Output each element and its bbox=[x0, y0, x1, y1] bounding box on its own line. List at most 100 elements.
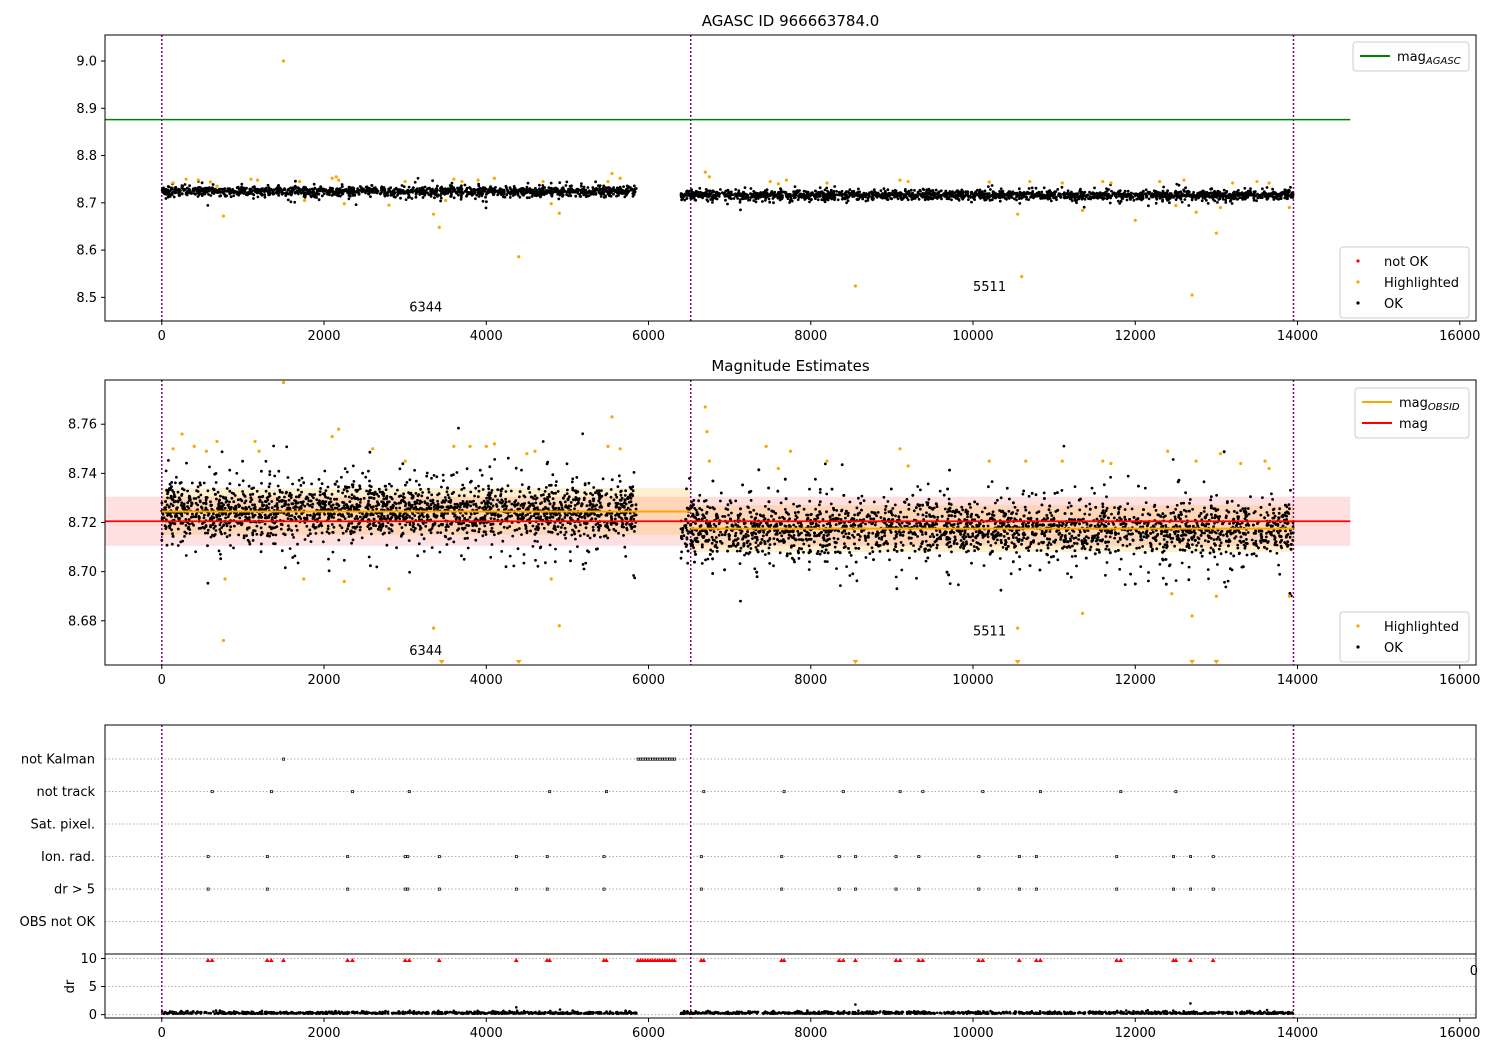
ok-point bbox=[212, 526, 216, 530]
ok-point bbox=[465, 531, 469, 535]
ok-point bbox=[787, 195, 790, 199]
ok-point bbox=[306, 513, 309, 517]
ok-point bbox=[309, 194, 313, 198]
ok-point bbox=[251, 492, 255, 496]
ok-point bbox=[202, 516, 206, 520]
ok-point bbox=[340, 183, 344, 186]
ok-point bbox=[1204, 195, 1208, 199]
ok-point bbox=[922, 188, 926, 192]
ok-point bbox=[1021, 192, 1024, 196]
ok-point bbox=[1007, 193, 1011, 196]
ok-point bbox=[681, 197, 685, 200]
ok-point bbox=[504, 500, 508, 504]
ok-point bbox=[802, 192, 806, 196]
ok-point bbox=[212, 512, 215, 516]
ok-point bbox=[536, 564, 540, 568]
ok-point bbox=[778, 195, 781, 199]
ok-point bbox=[218, 498, 222, 502]
x-tick-label: 8000 bbox=[794, 329, 827, 344]
ok-point bbox=[1055, 198, 1058, 202]
ok-point bbox=[347, 191, 351, 195]
ok-point bbox=[543, 497, 546, 501]
ok-point bbox=[370, 505, 374, 509]
ok-point bbox=[268, 191, 272, 195]
ok-point bbox=[1017, 187, 1021, 191]
ok-point bbox=[453, 190, 457, 193]
ok-point bbox=[429, 528, 432, 532]
ok-point bbox=[1224, 201, 1228, 204]
ok-point bbox=[430, 476, 433, 480]
ok-point bbox=[463, 537, 467, 540]
ok-point bbox=[597, 190, 601, 193]
ok-point bbox=[188, 528, 192, 531]
ok-point bbox=[321, 540, 325, 544]
ok-point bbox=[336, 192, 340, 196]
ok-point bbox=[578, 188, 582, 192]
ok-point bbox=[243, 495, 247, 498]
ok-point bbox=[414, 479, 418, 483]
ok-point bbox=[470, 188, 473, 191]
ok-point bbox=[1007, 190, 1011, 194]
ok-point bbox=[216, 189, 220, 193]
ok-point bbox=[277, 194, 281, 197]
ok-point bbox=[214, 472, 218, 475]
ok-point bbox=[548, 543, 552, 547]
ok-point bbox=[549, 181, 553, 185]
ok-point bbox=[184, 524, 188, 527]
ok-point bbox=[909, 188, 913, 192]
ok-point bbox=[1192, 193, 1195, 197]
ok-point bbox=[1229, 193, 1233, 197]
ok-point bbox=[705, 198, 709, 202]
ok-point bbox=[350, 541, 353, 545]
ok-point bbox=[349, 505, 353, 508]
ok-point bbox=[544, 561, 547, 565]
x-tick-label: 2000 bbox=[307, 329, 340, 344]
highlighted-point bbox=[184, 177, 188, 181]
ok-point bbox=[365, 185, 369, 189]
ok-point bbox=[283, 566, 287, 570]
ok-point bbox=[473, 529, 477, 533]
ok-point bbox=[187, 188, 191, 192]
ok-point bbox=[1246, 195, 1250, 199]
ok-point bbox=[293, 200, 297, 204]
ok-point bbox=[294, 179, 297, 183]
ok-point bbox=[496, 498, 499, 502]
ok-point bbox=[314, 192, 318, 196]
ok-point bbox=[194, 512, 198, 516]
ok-point bbox=[183, 183, 187, 186]
ok-point bbox=[204, 189, 208, 192]
ok-point bbox=[308, 528, 312, 532]
ok-point bbox=[280, 505, 284, 508]
ok-point bbox=[1172, 195, 1176, 199]
ok-point bbox=[587, 194, 591, 198]
ok-point bbox=[845, 190, 848, 193]
ok-point bbox=[1287, 190, 1291, 194]
ok-point bbox=[1183, 198, 1187, 201]
ok-point bbox=[220, 450, 224, 454]
ok-point bbox=[594, 180, 597, 184]
ok-point bbox=[319, 185, 323, 189]
highlighted-point bbox=[1194, 210, 1198, 214]
ok-point bbox=[490, 477, 493, 481]
highlighted-point bbox=[298, 179, 302, 184]
ok-point bbox=[597, 526, 601, 530]
ok-point bbox=[326, 485, 330, 489]
ok-point bbox=[236, 498, 240, 502]
ok-point bbox=[510, 502, 514, 506]
ok-point bbox=[417, 190, 421, 194]
ok-point bbox=[387, 531, 391, 535]
ok-point bbox=[926, 195, 930, 199]
ok-point bbox=[187, 525, 191, 529]
ok-point bbox=[477, 484, 480, 488]
ok-point bbox=[273, 492, 276, 496]
ok-point bbox=[499, 531, 503, 534]
ok-point bbox=[172, 493, 176, 496]
ok-point bbox=[711, 201, 714, 204]
ok-point bbox=[1223, 194, 1227, 198]
ok-point bbox=[615, 505, 619, 509]
highlighted-point bbox=[431, 212, 436, 216]
ok-point bbox=[375, 565, 379, 569]
ok-point bbox=[998, 195, 1001, 198]
ok-point bbox=[600, 489, 603, 492]
ok-point bbox=[746, 195, 750, 199]
